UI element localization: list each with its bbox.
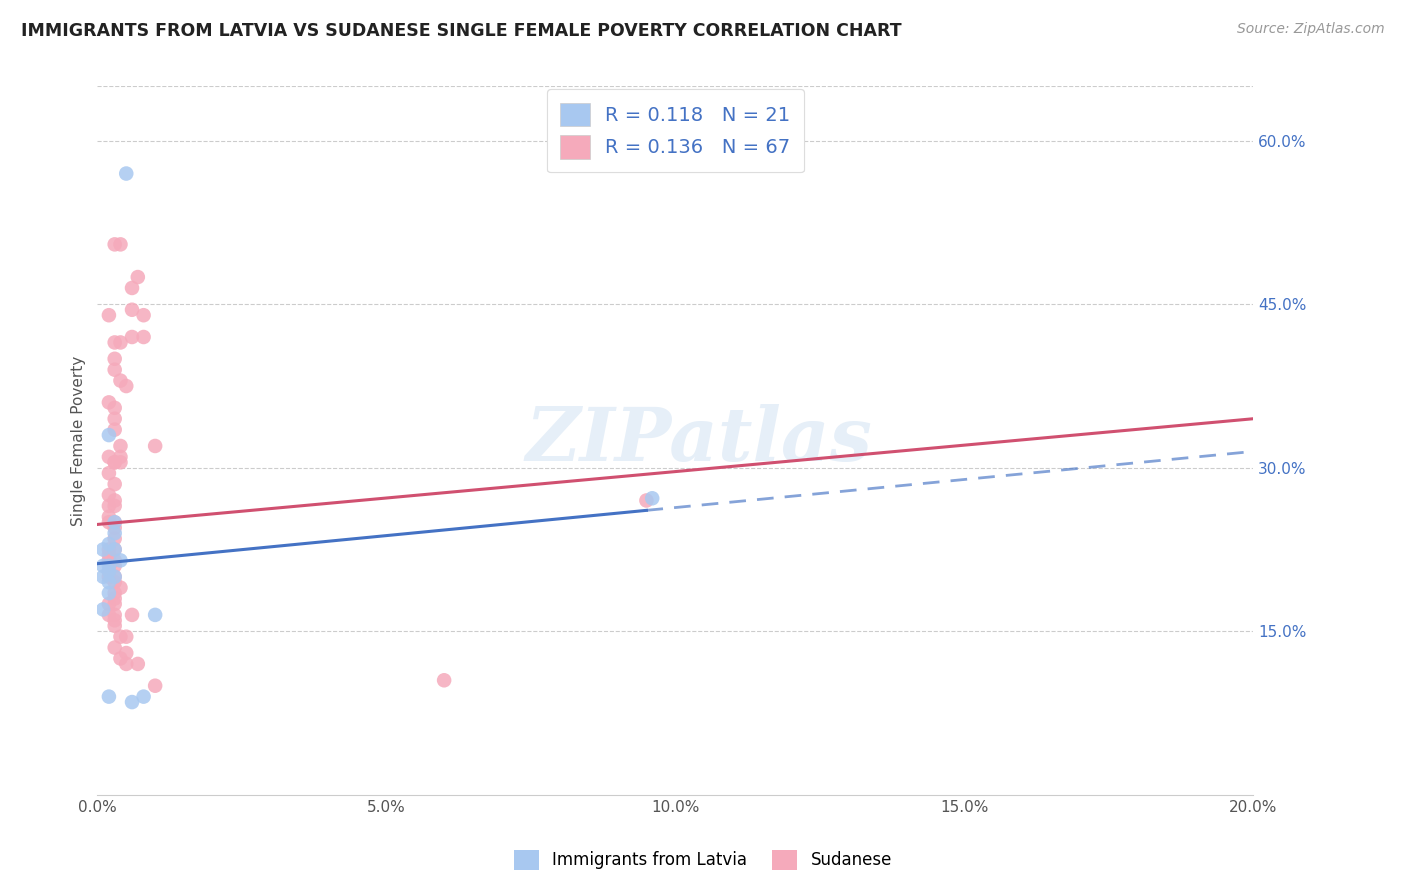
Point — [115, 167, 138, 181]
Point — [433, 673, 456, 688]
Text: IMMIGRANTS FROM LATVIA VS SUDANESE SINGLE FEMALE POVERTY CORRELATION CHART: IMMIGRANTS FROM LATVIA VS SUDANESE SINGL… — [21, 22, 901, 40]
Point — [121, 302, 143, 317]
Point — [104, 640, 127, 655]
Point — [104, 521, 127, 535]
Point — [110, 651, 132, 665]
Point — [104, 455, 127, 469]
Point — [110, 450, 132, 464]
Point — [97, 553, 120, 567]
Point — [97, 537, 120, 551]
Point — [97, 488, 120, 502]
Point — [97, 308, 120, 322]
Point — [104, 362, 127, 376]
Point — [97, 570, 120, 584]
Point — [115, 657, 138, 671]
Point — [97, 509, 120, 524]
Point — [132, 690, 155, 704]
Point — [104, 493, 127, 508]
Point — [636, 493, 658, 508]
Point — [91, 542, 114, 557]
Point — [115, 646, 138, 660]
Point — [110, 374, 132, 388]
Point — [104, 613, 127, 627]
Point — [104, 591, 127, 606]
Point — [121, 281, 143, 295]
Point — [97, 428, 120, 442]
Point — [104, 477, 127, 491]
Point — [110, 237, 132, 252]
Point — [104, 542, 127, 557]
Point — [104, 542, 127, 557]
Point — [127, 657, 149, 671]
Point — [110, 335, 132, 350]
Point — [110, 455, 132, 469]
Point — [104, 586, 127, 600]
Point — [110, 553, 132, 567]
Point — [97, 515, 120, 529]
Point — [127, 270, 149, 285]
Point — [91, 570, 114, 584]
Y-axis label: Single Female Poverty: Single Female Poverty — [72, 355, 86, 525]
Point — [104, 401, 127, 415]
Point — [97, 467, 120, 481]
Point — [132, 330, 155, 344]
Point — [104, 499, 127, 513]
Legend: Immigrants from Latvia, Sudanese: Immigrants from Latvia, Sudanese — [508, 843, 898, 877]
Point — [97, 542, 120, 557]
Point — [104, 526, 127, 541]
Point — [97, 564, 120, 578]
Point — [104, 619, 127, 633]
Point — [104, 570, 127, 584]
Point — [97, 499, 120, 513]
Point — [104, 607, 127, 622]
Point — [110, 581, 132, 595]
Point — [121, 695, 143, 709]
Text: ZIPatlas: ZIPatlas — [524, 404, 872, 477]
Point — [104, 351, 127, 366]
Legend: R = 0.118   N = 21, R = 0.136   N = 67: R = 0.118 N = 21, R = 0.136 N = 67 — [547, 89, 804, 172]
Point — [97, 564, 120, 578]
Point — [104, 570, 127, 584]
Point — [143, 439, 166, 453]
Point — [110, 630, 132, 644]
Point — [110, 439, 132, 453]
Point — [97, 395, 120, 409]
Point — [91, 602, 114, 616]
Point — [97, 575, 120, 590]
Point — [104, 553, 127, 567]
Point — [91, 558, 114, 573]
Point — [97, 690, 120, 704]
Text: Source: ZipAtlas.com: Source: ZipAtlas.com — [1237, 22, 1385, 37]
Point — [97, 450, 120, 464]
Point — [104, 423, 127, 437]
Point — [143, 679, 166, 693]
Point — [104, 335, 127, 350]
Point — [97, 586, 120, 600]
Point — [97, 607, 120, 622]
Point — [104, 532, 127, 546]
Point — [104, 515, 127, 529]
Point — [132, 308, 155, 322]
Point — [115, 379, 138, 393]
Point — [97, 548, 120, 562]
Point — [104, 411, 127, 425]
Point — [104, 455, 127, 469]
Point — [97, 597, 120, 611]
Point — [121, 330, 143, 344]
Point — [104, 597, 127, 611]
Point — [143, 607, 166, 622]
Point — [104, 237, 127, 252]
Point — [104, 558, 127, 573]
Point — [104, 575, 127, 590]
Point — [641, 491, 664, 506]
Point — [121, 607, 143, 622]
Point — [97, 558, 120, 573]
Point — [104, 515, 127, 529]
Point — [115, 630, 138, 644]
